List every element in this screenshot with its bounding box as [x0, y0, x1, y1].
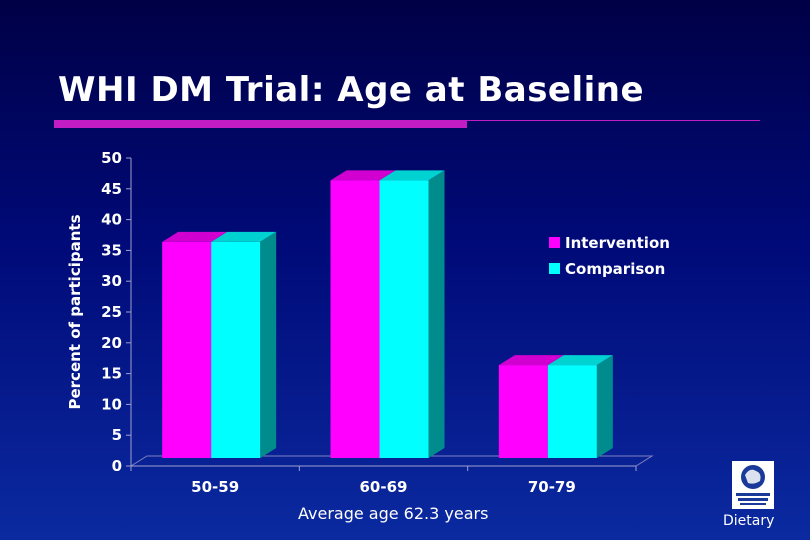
average-age-note: Average age 62.3 years — [298, 504, 489, 523]
y-tick-label: 20 — [101, 334, 122, 352]
logo-caption: Dietary — [723, 513, 775, 529]
bar-top-face — [162, 231, 228, 242]
slide-title: WHI DM Trial: Age at Baseline — [58, 70, 645, 110]
legend-label-comparison: Comparison — [565, 260, 665, 278]
bar-intervention-70-79 — [498, 365, 548, 458]
x-tick-label: 50-59 — [191, 478, 239, 496]
bar-top-face — [379, 170, 445, 181]
y-tick-label: 50 — [101, 149, 122, 167]
y-tick-label: 0 — [112, 457, 122, 475]
title-underline-thin — [467, 120, 760, 121]
bar-side-face — [260, 231, 277, 458]
bar-top-face — [498, 355, 564, 366]
bar-comparison-50-59 — [211, 241, 261, 458]
bar-comparison-60-69 — [379, 180, 429, 458]
bar-top-face — [211, 231, 277, 242]
y-tick-label: 5 — [112, 426, 122, 444]
x-tick-label: 70-79 — [528, 478, 576, 496]
legend-swatch-comparison — [549, 263, 560, 274]
x-tick-label: 60-69 — [360, 478, 408, 496]
y-tick-label: 35 — [101, 241, 122, 259]
bar-top-face — [330, 170, 396, 181]
whi-logo-icon — [732, 461, 774, 509]
y-tick-label: 25 — [101, 303, 122, 321]
y-tick-label: 30 — [101, 272, 122, 290]
bar-comparison-70-79 — [547, 365, 597, 458]
y-tick-label: 40 — [101, 211, 122, 229]
y-tick-label: 10 — [101, 395, 122, 413]
legend-label-intervention: Intervention — [565, 234, 670, 252]
y-axis-label: Percent of participants — [66, 214, 84, 409]
bar-intervention-60-69 — [330, 180, 380, 458]
bar-top-face — [547, 355, 613, 366]
bar-side-face — [596, 355, 613, 458]
y-tick-label: 45 — [101, 180, 122, 198]
title-underline-thick — [54, 120, 467, 128]
y-tick-label: 15 — [101, 365, 122, 383]
bar-side-face — [428, 170, 445, 458]
legend-swatch-intervention — [549, 237, 560, 248]
bar-intervention-50-59 — [162, 241, 212, 458]
